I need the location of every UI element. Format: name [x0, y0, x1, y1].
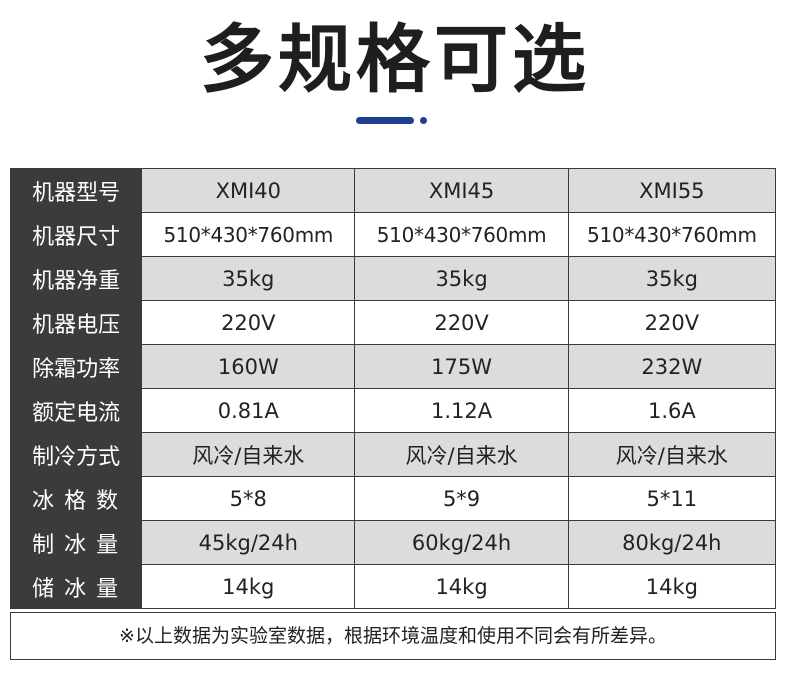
cell-xmi40: 35kg	[141, 256, 356, 301]
row-label: 储冰量	[9, 564, 143, 609]
cell-xmi45: 风冷/自来水	[354, 432, 569, 477]
cell-xmi45: 14kg	[354, 564, 569, 609]
cell-xmi40: 风冷/自来水	[141, 432, 356, 477]
cell-xmi55: 80kg/24h	[567, 520, 777, 565]
title-underline-bar	[356, 117, 414, 124]
cell-xmi40: 160W	[141, 344, 356, 389]
row-voltage: 机器电压 220V 220V 220V	[9, 300, 777, 345]
cell-xmi40: 14kg	[141, 564, 356, 609]
cell-xmi55: 5*11	[567, 476, 777, 521]
row-label: 制冷方式	[9, 432, 143, 477]
cell-xmi55: 232W	[567, 344, 777, 389]
row-net-weight: 机器净重 35kg 35kg 35kg	[9, 256, 777, 301]
cell-xmi55: 风冷/自来水	[567, 432, 777, 477]
cell-xmi45: 60kg/24h	[354, 520, 569, 565]
cell-xmi40: XMI40	[141, 168, 356, 213]
cell-xmi45: 35kg	[354, 256, 569, 301]
cell-xmi45: 175W	[354, 344, 569, 389]
row-dimensions: 机器尺寸 510*430*760mm 510*430*760mm 510*430…	[9, 212, 777, 257]
title-underline-dot	[420, 117, 427, 124]
row-label: 机器净重	[9, 256, 143, 301]
row-label: 制冰量	[9, 520, 143, 565]
page-title: 多规格可选	[200, 17, 590, 103]
row-model: 机器型号 XMI40 XMI45 XMI55	[9, 168, 777, 213]
cell-xmi40: 45kg/24h	[141, 520, 356, 565]
row-label: 机器尺寸	[9, 212, 143, 257]
row-ice-output: 制冰量 45kg/24h 60kg/24h 80kg/24h	[9, 520, 777, 565]
cell-xmi55: XMI55	[567, 168, 777, 213]
cell-xmi45: 510*430*760mm	[354, 212, 569, 257]
row-cooling-method: 制冷方式 风冷/自来水 风冷/自来水 风冷/自来水	[9, 432, 777, 477]
row-ice-grid-count: 冰格数 5*8 5*9 5*11	[9, 476, 777, 521]
cell-xmi45: 220V	[354, 300, 569, 345]
spec-table: 机器型号 XMI40 XMI45 XMI55 机器尺寸 510*430*760m…	[9, 168, 777, 609]
row-label: 除霜功率	[9, 344, 143, 389]
cell-xmi40: 510*430*760mm	[141, 212, 356, 257]
cell-xmi55: 1.6A	[567, 388, 777, 433]
row-ice-storage: 储冰量 14kg 14kg 14kg	[9, 564, 777, 609]
cell-xmi55: 510*430*760mm	[567, 212, 777, 257]
cell-xmi45: 1.12A	[354, 388, 569, 433]
row-label: 冰格数	[9, 476, 143, 521]
row-rated-current: 额定电流 0.81A 1.12A 1.6A	[9, 388, 777, 433]
cell-xmi45: XMI45	[354, 168, 569, 213]
cell-xmi40: 0.81A	[141, 388, 356, 433]
cell-xmi55: 14kg	[567, 564, 777, 609]
footnote: ※以上数据为实验室数据，根据环境温度和使用不同会有所差异。	[10, 612, 776, 660]
cell-xmi55: 220V	[567, 300, 777, 345]
cell-xmi55: 35kg	[567, 256, 777, 301]
row-label: 额定电流	[9, 388, 143, 433]
cell-xmi40: 5*8	[141, 476, 356, 521]
row-label: 机器电压	[9, 300, 143, 345]
row-defrost-power: 除霜功率 160W 175W 232W	[9, 344, 777, 389]
row-label: 机器型号	[9, 168, 143, 213]
cell-xmi40: 220V	[141, 300, 356, 345]
cell-xmi45: 5*9	[354, 476, 569, 521]
